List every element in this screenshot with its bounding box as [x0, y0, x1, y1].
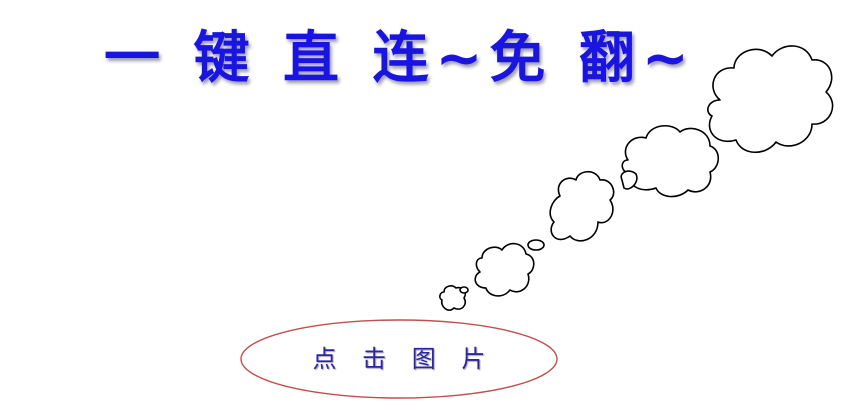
- thought-cloud-large: [707, 45, 834, 154]
- thought-dot-tiny: [459, 286, 469, 294]
- cta-ellipse-outline: [240, 319, 558, 399]
- thought-cloud-smaller: [474, 242, 535, 297]
- thought-cloud-smallest: [439, 285, 467, 311]
- page-headline: 一 键 直 连~免 翻~: [104, 26, 696, 91]
- click-image-label: 点 击 图 片: [312, 345, 495, 373]
- thought-cloud-medium: [621, 125, 720, 198]
- thought-cloud-small: [549, 170, 615, 242]
- thought-cloud-tiny-cap: [620, 170, 638, 190]
- thought-dot-oval: [527, 239, 545, 251]
- click-image-button[interactable]: 点 击 图 片: [239, 318, 559, 400]
